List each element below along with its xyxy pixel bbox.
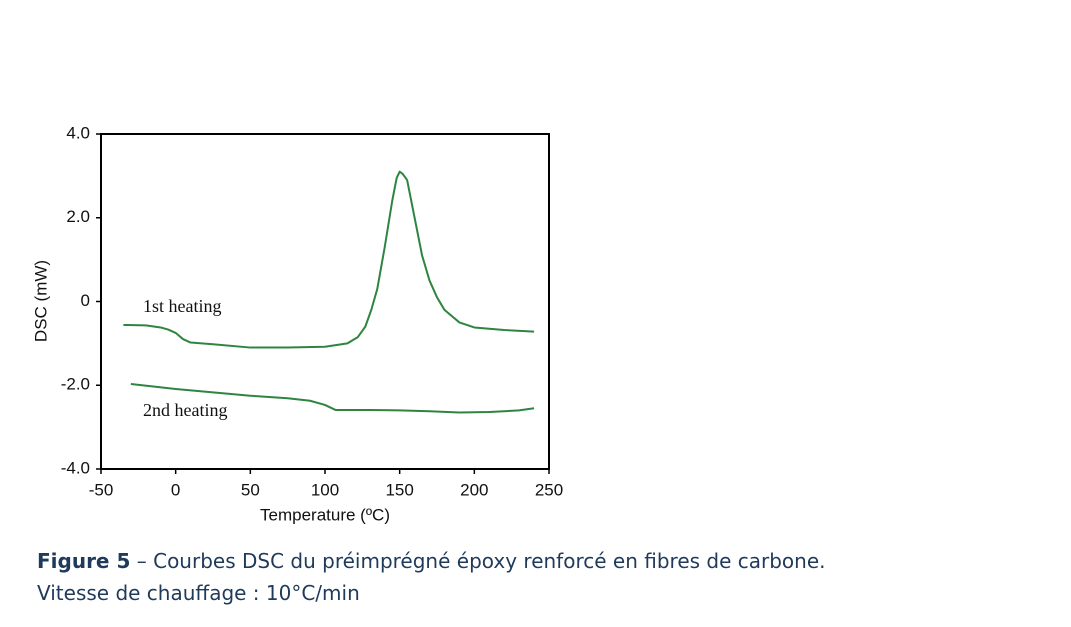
caption-label: Figure 5 <box>37 549 130 573</box>
x-tick-label: 150 <box>385 480 413 499</box>
x-tick-label: 250 <box>535 480 563 499</box>
line-series <box>123 170 535 349</box>
series-label: 2nd heating <box>143 400 227 420</box>
y-tick-label: -2.0 <box>61 375 90 394</box>
y-tick-label: 4.0 <box>66 123 90 142</box>
y-tick-label: 0 <box>81 291 90 310</box>
x-axis-label: Temperature (ºC) <box>260 505 390 524</box>
caption-text: – Courbes DSC du préimprégné époxy renfo… <box>137 549 826 573</box>
x-tick-label: 0 <box>171 480 180 499</box>
y-tick-label: 2.0 <box>66 207 90 226</box>
caption: Figure 5 – Courbes DSC du préimprégné ép… <box>37 549 826 573</box>
x-tick-label: 200 <box>460 480 488 499</box>
x-tick-label: 50 <box>241 480 260 499</box>
series-label: 1st heating <box>143 296 222 316</box>
line-series <box>130 382 535 414</box>
y-axis-label: DSC (mW) <box>31 260 50 342</box>
caption-line: Vitesse de chauffage : 10°C/min <box>37 581 360 605</box>
x-tick-label: -50 <box>89 480 114 499</box>
x-tick-label: 100 <box>311 480 339 499</box>
y-tick-label: -4.0 <box>61 458 90 477</box>
